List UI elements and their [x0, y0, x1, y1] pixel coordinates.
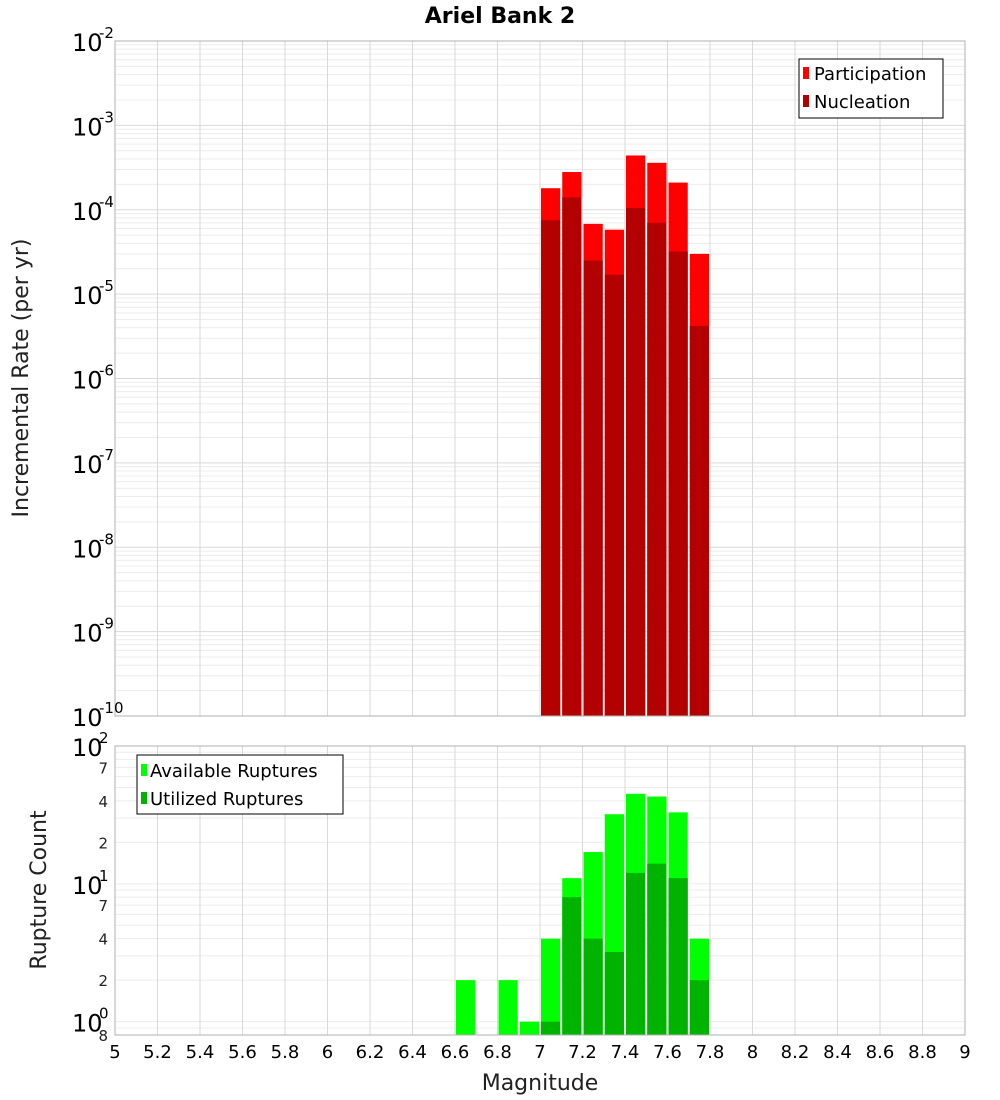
nucleation-bar	[604, 274, 624, 716]
rate-y-tick-label: 10	[72, 451, 103, 479]
x-tick-label: 5	[109, 1042, 120, 1063]
count-y-minor-tick-label: 7	[98, 897, 108, 915]
x-tick-label: 7	[534, 1042, 545, 1063]
available-ruptures-bar	[498, 980, 518, 1035]
count-plot-frame	[114, 745, 966, 1036]
legend-available-swatch	[141, 764, 147, 776]
count-y-tick-exponent: 2	[99, 729, 109, 747]
count-y-minor-tick-label: 7	[98, 759, 108, 777]
rate-y-tick-label: 10	[72, 29, 103, 57]
x-tick-label: 7.8	[696, 1042, 725, 1063]
x-tick-label: 5.6	[228, 1042, 257, 1063]
x-tick-label: 8.6	[866, 1042, 895, 1063]
count-y-tick-exponent: 1	[99, 867, 109, 885]
utilized-ruptures-bar	[583, 938, 603, 1035]
count-y-tick-exponent: 0	[99, 1005, 109, 1023]
count-legend: Available Ruptures Utilized Ruptures	[136, 754, 344, 815]
available-ruptures-bar	[519, 1021, 539, 1035]
count-y-minor-tick-label: 8	[98, 1027, 108, 1045]
x-tick-label: 7.6	[653, 1042, 682, 1063]
count-y-axis-label: Rupture Count	[27, 810, 52, 970]
rate-y-tick-exponent: -3	[99, 108, 114, 126]
rate-y-tick-exponent: -6	[99, 362, 114, 380]
x-tick-label: 6.4	[398, 1042, 427, 1063]
rate-plot-frame	[114, 40, 966, 717]
count-legend-box	[136, 754, 344, 815]
x-tick-label: 6	[322, 1042, 333, 1063]
count-y-tick-label: 10	[72, 872, 103, 900]
nucleation-bar	[668, 251, 688, 716]
rate-y-tick-exponent: -8	[99, 530, 114, 548]
rate-y-tick-exponent: -7	[99, 446, 114, 464]
rate-y-tick-exponent: -5	[99, 277, 114, 295]
count-bars	[456, 793, 709, 1035]
nucleation-bar	[541, 220, 561, 717]
x-tick-label: 9	[959, 1042, 970, 1063]
utilized-ruptures-bar	[541, 1021, 561, 1035]
x-tick-label: 7.4	[611, 1042, 640, 1063]
rate-legend: Participation Nucleation	[798, 58, 944, 119]
legend-participation-label: Participation	[814, 64, 926, 85]
rate-y-tick-label: 10	[72, 535, 103, 563]
x-tick-label: 8.4	[823, 1042, 852, 1063]
x-ticks: 5 5.2 5.4 5.6 5.8 6 6.2 6.4 6.6 6.8 7 7.2 7.4 7.6 7.8 8…	[109, 1042, 970, 1063]
rate-y-tick-exponent: -4	[99, 193, 114, 211]
rate-y-axis-label: Incremental Rate (per yr)	[9, 239, 34, 518]
x-tick-label: 6.8	[483, 1042, 512, 1063]
count-y-minor-tick-label: 2	[98, 972, 108, 990]
count-y-minor-tick-label: 2	[98, 834, 108, 852]
utilized-ruptures-bar	[626, 872, 646, 1035]
available-ruptures-bar	[456, 980, 476, 1035]
nucleation-bar	[647, 222, 667, 716]
x-tick-label: 8.8	[908, 1042, 937, 1063]
x-tick-label: 8	[747, 1042, 758, 1063]
utilized-ruptures-bar	[647, 863, 667, 1035]
nucleation-bar	[689, 325, 709, 716]
rate-y-tick-exponent: -9	[99, 615, 114, 633]
x-tick-label: 6.2	[356, 1042, 385, 1063]
rate-legend-box	[798, 58, 944, 119]
legend-utilized-swatch	[141, 792, 147, 804]
legend-utilized-label: Utilized Ruptures	[150, 789, 303, 810]
rate-bars	[541, 155, 709, 717]
count-y-minor-tick-label: 4	[98, 793, 108, 811]
available-ruptures-bar	[541, 938, 561, 1035]
rate-y-tick-label: 10	[72, 704, 103, 732]
count-y-minor-tick-label: 4	[98, 931, 108, 949]
nucleation-bar	[562, 197, 582, 717]
x-tick-label: 6.6	[441, 1042, 470, 1063]
nucleation-bar	[626, 207, 646, 716]
rate-y-tick-exponent: -2	[99, 24, 114, 42]
utilized-ruptures-bar	[668, 878, 688, 1035]
rate-y-tick-label: 10	[72, 282, 103, 310]
legend-participation-swatch	[803, 67, 809, 79]
chart-title: Ariel Bank 2	[425, 4, 575, 29]
legend-available-label: Available Ruptures	[150, 761, 318, 782]
rate-y-tick-exponent: -10	[99, 699, 124, 717]
utilized-ruptures-bar	[689, 980, 709, 1035]
rate-y-tick-label: 10	[72, 620, 103, 648]
rate-y-tick-label: 10	[72, 198, 103, 226]
legend-nucleation-swatch	[803, 95, 809, 107]
count-y-tick-label: 10	[72, 1010, 103, 1038]
nucleation-bar	[583, 260, 603, 716]
rate-y-tick-label: 10	[72, 113, 103, 141]
rate-grid	[114, 40, 966, 717]
count-y-tick-label: 10	[72, 734, 103, 762]
x-tick-label: 7.2	[568, 1042, 597, 1063]
x-axis-label: Magnitude	[482, 1071, 599, 1096]
x-tick-label: 5.2	[143, 1042, 172, 1063]
legend-nucleation-label: Nucleation	[814, 92, 910, 113]
utilized-ruptures-bar	[604, 952, 624, 1035]
utilized-ruptures-bar	[562, 897, 582, 1035]
x-tick-label: 5.4	[186, 1042, 215, 1063]
rate-y-tick-label: 10	[72, 367, 103, 395]
x-tick-label: 8.2	[781, 1042, 810, 1063]
x-tick-label: 5.8	[271, 1042, 300, 1063]
